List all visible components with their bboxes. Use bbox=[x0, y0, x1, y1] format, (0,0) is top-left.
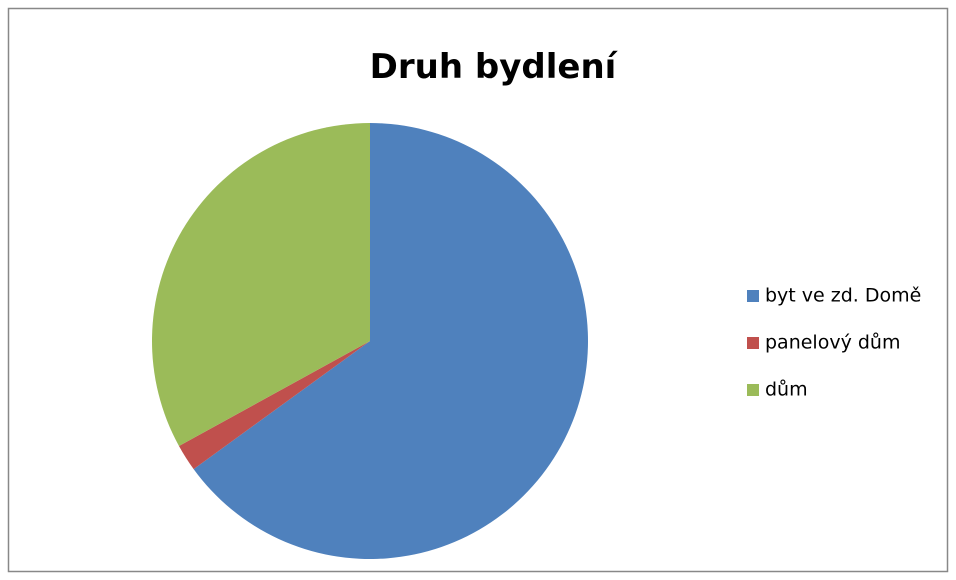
pie-slice bbox=[193, 123, 589, 560]
legend-label: dům bbox=[765, 379, 808, 401]
chart-title: Druh bydlení bbox=[370, 47, 619, 87]
legend: byt ve zd. Domě panelový dům dům bbox=[747, 285, 921, 401]
legend-swatch bbox=[747, 290, 759, 302]
legend-swatch bbox=[747, 337, 759, 349]
pie-slice bbox=[178, 341, 370, 470]
pie-slice bbox=[152, 123, 370, 447]
legend-label: byt ve zd. Domě bbox=[765, 285, 921, 307]
pie bbox=[152, 123, 589, 560]
legend-label: panelový dům bbox=[765, 332, 900, 354]
legend-swatch bbox=[747, 384, 759, 396]
